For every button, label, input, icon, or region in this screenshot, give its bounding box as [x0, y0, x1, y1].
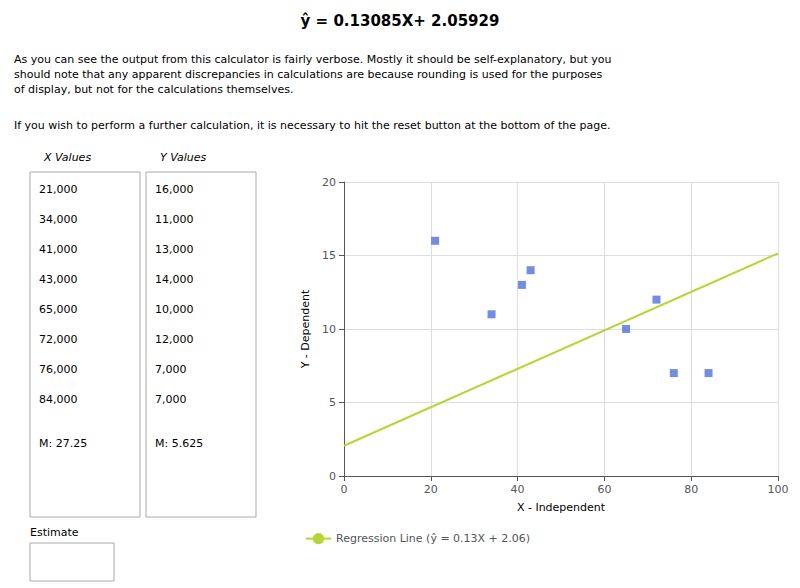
svg-text:100: 100 [768, 483, 789, 496]
svg-text:0: 0 [329, 470, 336, 483]
svg-text:As you can see the output from: As you can see the output from this calc… [14, 53, 612, 66]
svg-text:40: 40 [511, 483, 525, 496]
svg-text:65,000: 65,000 [39, 303, 78, 316]
svg-text:80: 80 [684, 483, 698, 496]
svg-text:Regression Line (ŷ = 0.13X + 2: Regression Line (ŷ = 0.13X + 2.06) [336, 532, 530, 545]
svg-text:72,000: 72,000 [39, 333, 78, 346]
svg-text:10: 10 [322, 323, 336, 336]
svg-text:60: 60 [597, 483, 611, 496]
svg-text:10,000: 10,000 [155, 303, 194, 316]
svg-text:21,000: 21,000 [39, 183, 78, 196]
svg-text:7,000: 7,000 [155, 363, 187, 376]
svg-text:ŷ = 0.13085Χ+ 2.05929: ŷ = 0.13085Χ+ 2.05929 [301, 12, 500, 30]
svg-text:X - Independent: X - Independent [517, 501, 606, 514]
svg-text:84,000: 84,000 [39, 393, 78, 406]
svg-text:M: 5.625: M: 5.625 [155, 437, 203, 450]
svg-text:X Values: X Values [43, 151, 91, 164]
svg-text:7,000: 7,000 [155, 393, 187, 406]
svg-text:16,000: 16,000 [155, 183, 194, 196]
svg-text:0: 0 [341, 483, 348, 496]
svg-text:Estimate: Estimate [30, 526, 79, 539]
svg-text:13,000: 13,000 [155, 243, 194, 256]
svg-text:should note that any apparent: should note that any apparent discrepanc… [14, 68, 603, 81]
svg-text:76,000: 76,000 [39, 363, 78, 376]
svg-text:14,000: 14,000 [155, 273, 194, 286]
svg-text:12,000: 12,000 [155, 333, 194, 346]
svg-text:20: 20 [322, 176, 336, 189]
svg-text:If you wish to perform a furth: If you wish to perform a further calcula… [14, 119, 610, 132]
svg-text:5: 5 [329, 396, 336, 409]
svg-text:15: 15 [322, 249, 336, 262]
svg-text:43,000: 43,000 [39, 273, 78, 286]
svg-text:11,000: 11,000 [155, 213, 194, 226]
svg-text:41,000: 41,000 [39, 243, 78, 256]
svg-text:Y - Dependent: Y - Dependent [299, 289, 312, 369]
svg-text:M: 27.25: M: 27.25 [39, 437, 87, 450]
svg-text:of display, but not for the ca: of display, but not for the calculations… [14, 83, 293, 96]
svg-text:Y Values: Y Values [160, 151, 207, 164]
svg-text:34,000: 34,000 [39, 213, 78, 226]
svg-text:20: 20 [424, 483, 438, 496]
